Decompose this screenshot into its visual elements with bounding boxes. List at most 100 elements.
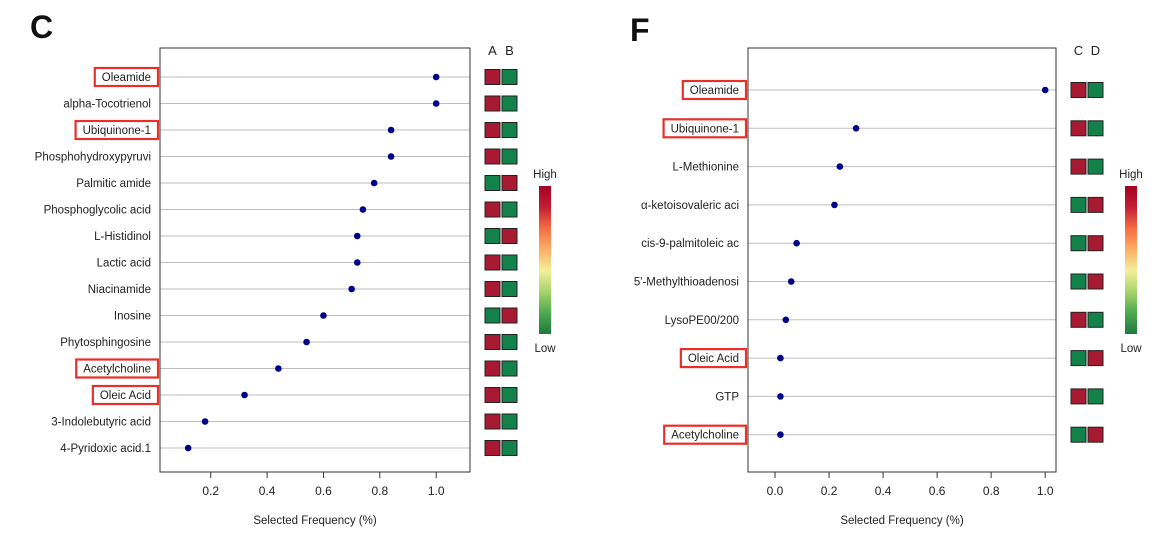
data-point — [432, 73, 440, 81]
data-point — [359, 206, 367, 213]
heat-cell — [1070, 350, 1087, 367]
heat-cell — [484, 69, 501, 85]
data-point — [241, 391, 248, 399]
category-label: Oleamide — [102, 72, 151, 84]
panel-f: F 0.0 0.2 0.4 0.6 0.8 1.0 Selected Frequency (%… — [630, 12, 1143, 527]
heat-cell — [484, 307, 501, 324]
scale-high-label: High — [1119, 169, 1143, 181]
heat-cell — [501, 148, 518, 165]
heat-cell — [501, 254, 518, 271]
heat-column-header: C — [1074, 43, 1083, 58]
heat-cell — [501, 69, 518, 85]
heat-cell — [1070, 82, 1087, 98]
heat-cell — [1087, 350, 1104, 367]
scale-low-label: Low — [1120, 343, 1142, 355]
x-tick-label: 0.4 — [875, 484, 892, 498]
highlight-box — [681, 79, 748, 101]
category-label: Acetylcholine — [671, 430, 739, 442]
heat-cell — [484, 175, 501, 191]
heat-cell — [484, 334, 501, 350]
heat-cell — [1087, 120, 1104, 137]
heat-cell — [484, 148, 501, 165]
heat-cell — [484, 413, 501, 430]
heat-cell — [1070, 120, 1087, 137]
heat-cell — [484, 122, 501, 138]
category-label: Phosphohydroxypyruvi — [35, 152, 151, 164]
x-axis-title: Selected Frequency (%) — [840, 515, 964, 527]
heat-cell — [1087, 273, 1104, 290]
heat-cell — [1087, 235, 1104, 252]
heat-cell — [501, 228, 518, 244]
category-label: LysoPE00/200 — [665, 315, 739, 327]
x-tick-label: 0.6 — [315, 484, 332, 498]
scale-high-label: High — [533, 169, 557, 181]
data-point — [782, 316, 790, 324]
category-label: Acetylcholine — [83, 364, 151, 376]
heat-cell — [501, 307, 518, 324]
category-label: 3-Indolebutyric acid — [51, 417, 151, 429]
heat-cell — [484, 360, 501, 377]
heat-cell — [1070, 196, 1087, 213]
category-label: cis-9-palmitoleic ac — [641, 238, 739, 250]
x-tick-label: 0.0 — [767, 484, 784, 498]
x-axis-title: Selected Frequency (%) — [253, 515, 377, 527]
heat-cell — [501, 334, 518, 350]
heat-cell — [501, 387, 518, 403]
data-point — [432, 100, 440, 107]
data-point — [201, 418, 209, 425]
heat-cell — [484, 254, 501, 271]
heat-cell — [501, 413, 518, 430]
data-point — [348, 285, 355, 293]
data-point — [353, 232, 361, 240]
data-point — [275, 365, 282, 372]
x-tick-label: 1.0 — [1037, 484, 1054, 498]
color-scale-bar — [539, 186, 551, 334]
color-scale-bar — [1125, 186, 1137, 334]
highlight-box — [91, 384, 160, 406]
plot-frame — [159, 47, 471, 473]
heat-cell — [1070, 388, 1087, 405]
data-point — [777, 393, 784, 400]
heat-cell — [1070, 235, 1087, 252]
data-point — [387, 153, 395, 160]
heat-cell — [501, 360, 518, 377]
heat-cell — [1087, 196, 1104, 213]
heat-column-header: D — [1091, 43, 1100, 58]
category-label: GTP — [715, 391, 739, 403]
highlight-box — [93, 66, 160, 88]
highlight-box — [663, 424, 748, 445]
heat-cell — [501, 440, 518, 456]
category-label: Oleic Acid — [100, 390, 151, 402]
highlight-box — [74, 119, 160, 141]
category-label: α-ketoisovaleric aci — [641, 200, 739, 212]
category-label: Ubiquinone-1 — [671, 123, 739, 135]
highlight-box — [75, 358, 160, 379]
data-point — [353, 259, 361, 266]
heat-cell — [1087, 426, 1104, 443]
heat-cell — [484, 440, 501, 456]
data-point — [793, 239, 800, 247]
category-label: L-Methionine — [673, 162, 739, 174]
heat-cell — [1070, 158, 1087, 175]
data-point — [777, 354, 784, 362]
data-point — [370, 179, 378, 187]
heat-cell — [1087, 388, 1104, 405]
category-label: Phytosphingosine — [60, 337, 151, 349]
heat-cell — [1087, 158, 1104, 175]
plot-frame — [747, 47, 1057, 473]
data-point — [387, 126, 395, 134]
heat-cell — [484, 201, 501, 218]
scale-low-label: Low — [534, 343, 556, 355]
category-label: Phosphoglycolic acid — [44, 205, 151, 217]
heat-cell — [484, 95, 501, 112]
panel-c: C 0.2 0.4 0.6 0.8 1.0 Selected Frequency (%) Ol… — [30, 9, 557, 527]
data-point — [320, 312, 327, 319]
category-label: Palmitic amide — [76, 178, 151, 190]
data-point — [777, 431, 784, 439]
category-label: Inosine — [114, 311, 151, 323]
heat-cell — [501, 122, 518, 138]
heat-cell — [501, 175, 518, 191]
heat-cell — [484, 387, 501, 403]
heat-cell — [501, 95, 518, 112]
heat-cell — [484, 228, 501, 244]
